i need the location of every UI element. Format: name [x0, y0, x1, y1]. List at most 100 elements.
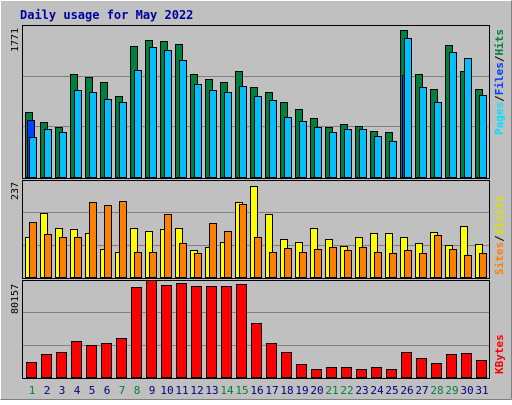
day-label: 3	[59, 384, 66, 397]
visits-legend: Sites/Visits	[493, 196, 506, 276]
sites-bar	[254, 237, 262, 278]
files-bar	[149, 47, 157, 178]
sites-bar	[59, 237, 67, 278]
kbytes-bar	[131, 287, 142, 378]
kbytes-bar	[371, 367, 382, 378]
files-bar	[404, 38, 412, 178]
kbytes-bar	[146, 280, 157, 378]
sites-bar	[179, 243, 187, 278]
hits-legend: Pages/Files/Hits	[493, 29, 506, 135]
files-bar	[419, 87, 427, 178]
legend-pages: Pages	[493, 102, 506, 135]
files-bar	[239, 86, 247, 178]
files-bar	[359, 129, 367, 178]
chart-title: Daily usage for May 2022	[20, 8, 193, 22]
day-label: 11	[175, 384, 188, 397]
kbytes-bar	[41, 354, 52, 378]
files-bar	[29, 137, 37, 178]
files-bar	[59, 132, 67, 178]
legend-sep-2: /	[493, 55, 506, 62]
day-label: 4	[74, 384, 81, 397]
day-label: 16	[250, 384, 263, 397]
sites-bar	[119, 201, 127, 278]
kbytes-bar	[266, 343, 277, 378]
kbytes-bar	[296, 364, 307, 378]
files-bar	[434, 102, 442, 178]
sites-bar	[149, 252, 157, 278]
kbytes-bar	[86, 345, 97, 378]
sites-bar	[389, 253, 397, 278]
sites-bar	[104, 205, 112, 278]
sites-bar	[164, 214, 172, 278]
kbytes-bar	[116, 338, 127, 378]
kbytes-bar	[71, 341, 82, 378]
files-bar	[329, 132, 337, 178]
sites-bar	[194, 253, 202, 278]
legend-sep-3: /	[493, 235, 506, 242]
sites-bar	[74, 237, 82, 278]
kbytes-bar	[326, 367, 337, 378]
day-label: 27	[415, 384, 428, 397]
day-label: 10	[160, 384, 173, 397]
kbytes-bar	[311, 369, 322, 378]
files-bar	[254, 96, 262, 178]
day-label: 14	[220, 384, 234, 397]
files-bar	[119, 102, 127, 178]
day-label: 25	[385, 384, 398, 397]
files-bar	[374, 136, 382, 178]
files-bar	[179, 60, 187, 178]
day-label: 21	[325, 384, 338, 397]
day-label: 15	[235, 384, 248, 397]
sites-bar	[479, 253, 487, 278]
files-bar	[44, 129, 52, 178]
kbytes-legend: KBytes	[493, 334, 506, 374]
day-label: 7	[119, 384, 126, 397]
day-label: 24	[370, 384, 384, 397]
kbytes-bar	[431, 363, 442, 378]
day-label: 1	[29, 384, 36, 397]
files-bar	[104, 99, 112, 178]
kbytes-bar	[221, 286, 232, 378]
sites-bar	[329, 247, 337, 278]
kbytes-bar	[161, 285, 172, 378]
files-bar	[224, 92, 232, 178]
bars-layer	[25, 30, 487, 378]
files-bar	[464, 58, 472, 178]
day-label: 19	[295, 384, 308, 397]
kbytes-bar	[476, 360, 487, 378]
sites-bar	[89, 202, 97, 278]
sites-bar	[419, 253, 427, 278]
files-bar	[299, 121, 307, 178]
files-bar	[479, 95, 487, 178]
legend-kbytes: KBytes	[493, 334, 506, 374]
sites-bar	[374, 252, 382, 278]
sites-bar	[314, 249, 322, 278]
legend-visits: Visits	[493, 196, 506, 236]
kbytes-bar	[401, 352, 412, 378]
day-label: 8	[134, 384, 141, 397]
kbytes-bar	[281, 352, 292, 378]
files-bar	[209, 90, 217, 178]
files-bar	[164, 50, 172, 178]
kbytes-bar	[461, 353, 472, 378]
sites-bar	[464, 255, 472, 278]
legend-sep-1: /	[493, 95, 506, 102]
files-bar	[89, 92, 97, 178]
files-bar	[269, 100, 277, 178]
kbytes-bar	[206, 286, 217, 378]
day-label: 28	[430, 384, 443, 397]
kbytes-bar	[191, 286, 202, 378]
kbytes-ymax-label: 80157	[10, 284, 21, 314]
sites-bar	[224, 231, 232, 278]
day-label: 30	[460, 384, 473, 397]
sites-bar	[269, 252, 277, 278]
sites-bar	[449, 249, 457, 278]
files-bar	[314, 127, 322, 178]
day-labels: 1 2 3 4 5 6 7 8 9 10 11 12 13 14 15 16 17 18 19 20 21 22 23 24 2…	[29, 384, 489, 397]
files-bar	[134, 70, 142, 178]
sites-bar	[299, 252, 307, 278]
day-label: 5	[89, 384, 96, 397]
day-label: 26	[400, 384, 413, 397]
